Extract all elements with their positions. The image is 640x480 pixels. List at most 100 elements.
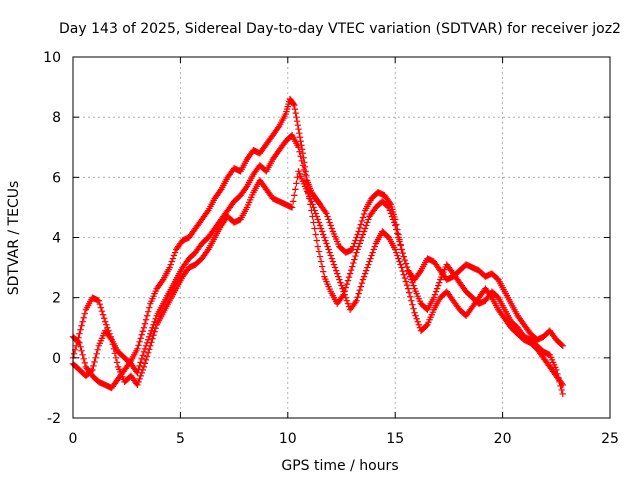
data-point: [351, 256, 358, 263]
data-point: [342, 294, 349, 301]
data-point: [353, 234, 360, 241]
data-point: [487, 292, 494, 300]
data-point: [309, 201, 316, 208]
data-point: [330, 261, 338, 268]
data-point: [139, 352, 147, 359]
data-point: [80, 314, 87, 321]
data-point: [351, 240, 358, 247]
data-point: [274, 124, 282, 131]
data-point: [339, 285, 346, 292]
data-point: [359, 214, 367, 221]
data-point: [350, 259, 357, 267]
data-point: [216, 187, 224, 195]
data-point: [387, 210, 395, 217]
y-tick-label: 2: [52, 291, 61, 307]
data-point: [408, 276, 415, 283]
data-point: [81, 310, 89, 317]
data-point: [394, 252, 401, 259]
data-point: [358, 217, 366, 225]
data-point: [79, 351, 86, 359]
data-point: [559, 381, 566, 389]
data-point: [148, 327, 155, 334]
data-point: [88, 367, 95, 375]
data-point: [313, 237, 320, 244]
data-point: [409, 279, 416, 286]
data-point: [74, 338, 81, 345]
data-point: [558, 386, 565, 394]
data-point: [293, 180, 300, 187]
chart-title: Day 143 of 2025, Sidereal Day-to-day VTE…: [59, 21, 621, 37]
data-point: [356, 224, 363, 232]
data-point: [146, 333, 153, 340]
data-point: [107, 335, 114, 342]
data-point: [320, 231, 327, 238]
data-point: [558, 341, 565, 348]
data-point: [324, 213, 331, 220]
data-point: [80, 355, 87, 363]
data-point: [134, 381, 141, 389]
y-tick-label: 4: [52, 231, 61, 247]
data-point: [166, 264, 173, 271]
data-point: [140, 324, 148, 331]
data-point: [407, 293, 414, 300]
data-point: [354, 293, 361, 301]
data-point: [75, 334, 82, 341]
data-point: [139, 366, 147, 374]
data-point: [363, 267, 370, 274]
data-point: [392, 246, 399, 253]
data-point: [136, 375, 143, 383]
data-point: [296, 134, 304, 141]
data-point: [352, 237, 359, 244]
data-points: [69, 95, 566, 398]
data-point: [325, 216, 332, 223]
data-point: [143, 353, 151, 360]
data-point: [354, 231, 361, 238]
data-point: [354, 246, 361, 253]
data-point: [410, 305, 417, 312]
data-point: [144, 336, 152, 343]
data-point: [318, 263, 326, 270]
data-point: [298, 157, 305, 164]
data-point: [314, 243, 322, 250]
data-point: [353, 249, 360, 256]
data-point: [140, 348, 148, 356]
data-point: [134, 345, 141, 353]
data-point: [344, 300, 352, 307]
data-point: [364, 219, 371, 226]
data-point: [395, 234, 402, 241]
data-point: [143, 312, 151, 319]
data-point: [398, 264, 405, 271]
data-point: [289, 198, 297, 205]
data-point: [402, 260, 410, 267]
data-point: [315, 248, 323, 255]
data-point: [147, 330, 154, 337]
data-point: [430, 294, 438, 301]
data-point: [386, 199, 394, 207]
data-point: [96, 300, 104, 308]
data-point: [171, 249, 179, 256]
data-point: [385, 204, 392, 211]
data-point: [317, 258, 325, 265]
data-point: [147, 342, 154, 349]
data-point: [361, 225, 369, 232]
data-point: [312, 210, 319, 217]
series-trace-2: [69, 132, 566, 398]
data-point: [137, 359, 144, 366]
data-point: [423, 322, 430, 329]
data-point: [78, 347, 85, 355]
axes: 0 5 10 15 20 25 -2 0 2 4 6 8 10: [43, 50, 619, 447]
data-point: [150, 332, 157, 339]
data-point: [98, 308, 106, 315]
data-point: [364, 264, 371, 271]
data-point: [393, 249, 400, 256]
data-point: [344, 277, 352, 284]
data-point: [112, 354, 120, 362]
data-point: [358, 234, 366, 241]
data-point: [292, 186, 299, 193]
data-point: [390, 219, 398, 226]
data-point: [138, 369, 145, 377]
data-point: [140, 363, 148, 371]
data-point: [356, 240, 363, 247]
data-point: [366, 258, 373, 265]
data-point: [341, 291, 348, 298]
